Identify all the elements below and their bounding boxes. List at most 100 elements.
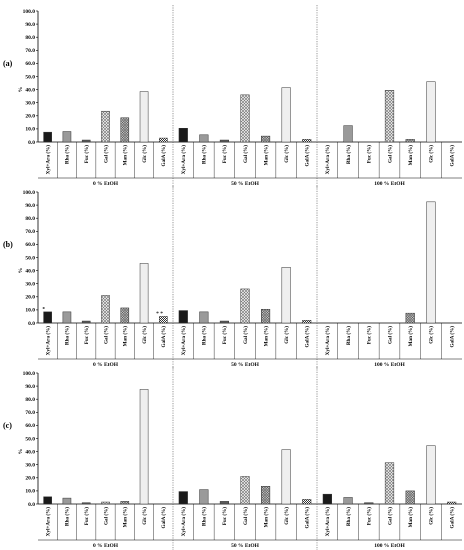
bar-gal — [384, 462, 395, 505]
bar-man — [261, 135, 271, 143]
bar-man — [405, 312, 415, 324]
x-tick-label: Xyl+Ara (%) — [324, 326, 331, 356]
chart-panel-3: 0.0 10.0 20.0 30.0 40.0 50.0 60.0 70.0 80.0 90.0 1… — [3, 367, 462, 550]
x-tick-label: GalA (%) — [160, 145, 167, 167]
bar-gal — [101, 295, 110, 324]
y-axis-label: % — [18, 268, 24, 274]
x-tick-label: Man (%) — [262, 145, 269, 166]
y-tick-label: 60.0 — [25, 242, 35, 248]
x-tick-label: Man (%) — [122, 145, 129, 166]
bar-gal — [240, 94, 250, 143]
group-label: 50 % EtOH — [231, 543, 260, 549]
chart-panel-2: 0.0 10.0 20.0 30.0 40.0 50.0 60.0 70.0 80.0 90.0 1… — [3, 186, 462, 369]
group-label: 0 % EtOH — [93, 543, 119, 549]
x-tick-label: Gal (%) — [242, 145, 249, 163]
x-tick-label: Gal (%) — [102, 145, 109, 163]
x-tick-label: Gal (%) — [102, 326, 109, 344]
x-tick-label: Xyl+Ara (%) — [44, 507, 51, 537]
y-tick-label: 80.0 — [25, 216, 35, 222]
bar-rha — [62, 497, 72, 505]
y-axis-label: % — [18, 449, 24, 455]
x-tick-label: Rha (%) — [64, 507, 71, 526]
bar-glc — [426, 445, 436, 505]
x-tick-label: GalA (%) — [304, 145, 311, 167]
x-tick-label: GalA (%) — [160, 326, 167, 348]
x-tick-label: GalA (%) — [448, 326, 455, 348]
bar-man — [120, 501, 130, 505]
x-tick-label: Glc (%) — [428, 326, 435, 344]
bar-gala — [447, 501, 457, 505]
y-tick-label: 100.0 — [23, 9, 36, 15]
significance-marker: * — [42, 306, 45, 312]
x-tick-label: Fuc (%) — [83, 507, 90, 526]
panel-label: (c) — [3, 421, 12, 430]
significance-marker: * * — [156, 311, 163, 317]
y-tick-label: 80.0 — [25, 35, 35, 41]
bar-rha — [199, 134, 209, 143]
bar-rha — [343, 125, 353, 143]
bar-rha — [199, 311, 209, 324]
x-tick-label: Xyl+Ara (%) — [44, 326, 51, 356]
y-tick-label: 40.0 — [25, 268, 35, 274]
bar-gal — [101, 501, 110, 505]
x-tick-label: Gal (%) — [102, 507, 109, 525]
bar-glc — [139, 263, 149, 324]
bar-glc — [139, 91, 149, 143]
y-tick-label: 20.0 — [25, 114, 35, 120]
bar-xyl-ara — [43, 496, 52, 505]
x-tick-label: Rha (%) — [345, 145, 352, 164]
y-tick-label: 90.0 — [25, 203, 35, 209]
x-tick-label: Xyl+Ara (%) — [180, 326, 187, 356]
x-tick-label: Man (%) — [407, 507, 414, 528]
bar-gala — [159, 316, 168, 324]
x-tick-label: Man (%) — [407, 326, 414, 347]
group-label: 50 % EtOH — [231, 181, 260, 187]
bar-xyl-ara — [322, 493, 332, 505]
y-tick-label: 10.0 — [25, 127, 35, 133]
bar-fuc — [219, 320, 229, 324]
bar-man — [120, 117, 130, 143]
x-tick-label: Rha (%) — [64, 326, 71, 345]
x-tick-label: Gal (%) — [386, 507, 393, 525]
bar-xyl-ara — [43, 131, 52, 143]
x-tick-label: Gal (%) — [242, 507, 249, 525]
x-tick-label: Gal (%) — [242, 326, 249, 344]
bar-rha — [62, 311, 72, 324]
bar-xyl-ara — [178, 491, 188, 505]
panel-label: (b) — [3, 240, 13, 249]
bar-gal — [240, 288, 250, 324]
y-tick-label: 40.0 — [25, 449, 35, 455]
bar-rha — [199, 489, 209, 505]
x-tick-label: Gal (%) — [386, 145, 393, 163]
x-tick-label: Man (%) — [407, 145, 414, 166]
panels: 0.0 10.0 20.0 30.0 40.0 50.0 60.0 70.0 80.0 90.0 1… — [3, 5, 462, 550]
y-tick-label: 90.0 — [25, 22, 35, 28]
y-tick-label: 80.0 — [25, 397, 35, 403]
y-tick-label: 20.0 — [25, 476, 35, 482]
bar-man — [261, 486, 271, 505]
bar-man — [261, 308, 271, 324]
x-tick-label: GalA (%) — [448, 507, 455, 529]
bar-glc — [281, 449, 291, 505]
x-tick-label: Fuc (%) — [366, 145, 373, 164]
y-tick-label: 30.0 — [25, 463, 35, 469]
x-tick-label: Fuc (%) — [366, 507, 373, 526]
x-tick-label: Man (%) — [122, 326, 129, 347]
y-tick-label: 100.0 — [23, 190, 36, 196]
bar-rha — [343, 497, 353, 505]
y-tick-label: 60.0 — [25, 423, 35, 429]
x-tick-label: Rha (%) — [201, 145, 208, 164]
y-tick-label: 0.0 — [28, 140, 35, 146]
y-tick-label: 50.0 — [25, 255, 35, 261]
y-tick-label: 50.0 — [25, 436, 35, 442]
y-tick-label: 10.0 — [25, 489, 35, 495]
x-tick-label: Xyl+Ara (%) — [44, 145, 51, 175]
group-label: 100 % EtOH — [374, 181, 405, 187]
bar-man — [405, 490, 415, 505]
y-tick-label: 100.0 — [23, 371, 36, 377]
y-tick-label: 60.0 — [25, 61, 35, 67]
bar-glc — [281, 267, 291, 324]
bar-glc — [426, 201, 436, 324]
bar-xyl-ara — [43, 311, 52, 324]
